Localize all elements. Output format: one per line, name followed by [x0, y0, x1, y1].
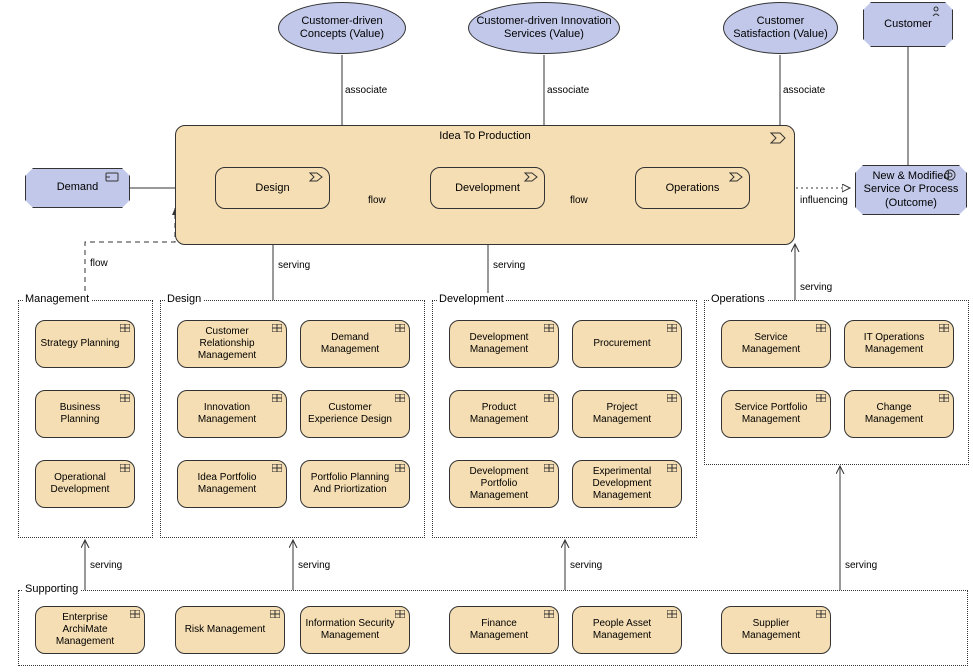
- cap-product-management: Product Management: [449, 390, 559, 438]
- cap-idea-portfolio-management: Idea Portfolio Management: [177, 460, 287, 508]
- process-development-label: Development: [455, 182, 520, 194]
- cap-infosec-management: Information Security Management: [300, 606, 410, 654]
- label-flow-mgmt: flow: [90, 258, 108, 269]
- capability-icon: [544, 394, 554, 402]
- value-concepts-label: Customer-driven Concepts (Value): [283, 15, 401, 41]
- label-flow-2: flow: [570, 195, 588, 206]
- capability-icon: [120, 324, 130, 332]
- value-satisfaction: Customer Satisfaction (Value): [723, 2, 838, 54]
- cap-development-management: Development Management: [449, 320, 559, 368]
- capability-icon: [395, 610, 405, 618]
- capability-icon: [544, 464, 554, 472]
- label-serving-ops: serving: [800, 282, 832, 293]
- value-satisfaction-label: Customer Satisfaction (Value): [728, 15, 833, 41]
- process-design-label: Design: [255, 182, 289, 194]
- cap-change-management: Change Management: [844, 390, 954, 438]
- group-supporting-label: Supporting: [23, 583, 80, 595]
- actor-customer-label: Customer: [884, 18, 932, 31]
- capability-icon: [544, 324, 554, 332]
- process-icon: [729, 172, 743, 182]
- cap-business-planning: Business Planning: [35, 390, 135, 438]
- label-associate-3: associate: [783, 85, 825, 96]
- process-design: Design: [215, 167, 330, 209]
- capability-icon: [667, 324, 677, 332]
- label-serving-design: serving: [278, 260, 310, 271]
- capability-icon: [120, 394, 130, 402]
- capability-icon: [272, 324, 282, 332]
- process-icon: [770, 132, 786, 144]
- capability-icon: [939, 324, 949, 332]
- cap-finance-management: Finance Management: [449, 606, 559, 654]
- label-serving-sup-1: serving: [90, 560, 122, 571]
- cap-dev-portfolio-management: Development Portfolio Management: [449, 460, 559, 508]
- cap-operational-development: Operational Development: [35, 460, 135, 508]
- label-serving-sup-3: serving: [570, 560, 602, 571]
- cap-service-portfolio-management: Service Portfolio Management: [721, 390, 831, 438]
- cap-enterprise-archimate: Enterprise ArchiMate Management: [35, 606, 145, 654]
- cap-service-management: Service Management: [721, 320, 831, 368]
- cap-people-asset-management: People Asset Management: [572, 606, 682, 654]
- capability-icon: [544, 610, 554, 618]
- process-icon: [524, 172, 538, 182]
- cap-innovation-management: Innovation Management: [177, 390, 287, 438]
- label-associate-1: associate: [345, 85, 387, 96]
- actor-demand-label: Demand: [57, 181, 99, 194]
- value-concepts: Customer-driven Concepts (Value): [278, 2, 406, 54]
- capability-icon: [667, 394, 677, 402]
- container-title: Idea To Production: [176, 130, 794, 142]
- label-associate-2: associate: [547, 85, 589, 96]
- capability-icon: [395, 464, 405, 472]
- capability-icon: [120, 464, 130, 472]
- value-innovation-label: Customer-driven Innovation Services (Val…: [473, 15, 615, 41]
- group-management-label: Management: [23, 293, 91, 305]
- capability-icon: [270, 610, 280, 618]
- capability-icon: [395, 324, 405, 332]
- cap-it-ops-management: IT Operations Management: [844, 320, 954, 368]
- process-operations: Operations: [635, 167, 750, 209]
- outcome-label: New & Modified Service Or Process (Outco…: [860, 170, 962, 210]
- capability-icon: [667, 464, 677, 472]
- actor-icon: [930, 6, 942, 18]
- cap-demand-management: Demand Management: [300, 320, 410, 368]
- cap-supplier-management: Supplier Management: [721, 606, 831, 654]
- label-flow-1: flow: [368, 195, 386, 206]
- diagram-canvas: Customer-driven Concepts (Value) Custome…: [0, 0, 973, 672]
- capability-icon: [272, 394, 282, 402]
- label-serving-sup-4: serving: [845, 560, 877, 571]
- actor-customer: Customer: [863, 2, 953, 47]
- actor-demand: Demand: [25, 168, 130, 208]
- capability-icon: [816, 610, 826, 618]
- capability-icon: [395, 394, 405, 402]
- group-operations-label: Operations: [709, 293, 767, 305]
- capability-icon: [939, 394, 949, 402]
- cap-experimental-dev-management: Experimental Development Management: [572, 460, 682, 508]
- capability-icon: [667, 610, 677, 618]
- capability-icon: [816, 394, 826, 402]
- capability-icon: [130, 610, 140, 618]
- capability-icon: [816, 324, 826, 332]
- cap-procurement: Procurement: [572, 320, 682, 368]
- group-development-label: Development: [437, 293, 506, 305]
- label-serving-dev: serving: [493, 260, 525, 271]
- cap-project-management: Project Management: [572, 390, 682, 438]
- process-icon: [309, 172, 323, 182]
- cap-risk-management: Risk Management: [175, 606, 285, 654]
- capability-icon: [272, 464, 282, 472]
- process-operations-label: Operations: [666, 182, 720, 194]
- label-influencing: influencing: [800, 195, 848, 206]
- cap-portfolio-planning: Portfolio Planning And Priortization: [300, 460, 410, 508]
- cap-crm: Customer Relationship Management: [177, 320, 287, 368]
- outcome-box: New & Modified Service Or Process (Outco…: [855, 165, 967, 215]
- group-design-label: Design: [165, 293, 203, 305]
- value-innovation: Customer-driven Innovation Services (Val…: [468, 2, 620, 54]
- cap-strategy-planning: Strategy Planning: [35, 320, 135, 368]
- cap-customer-experience-design: Customer Experience Design: [300, 390, 410, 438]
- event-icon: [105, 172, 119, 182]
- process-development: Development: [430, 167, 545, 209]
- label-serving-sup-2: serving: [298, 560, 330, 571]
